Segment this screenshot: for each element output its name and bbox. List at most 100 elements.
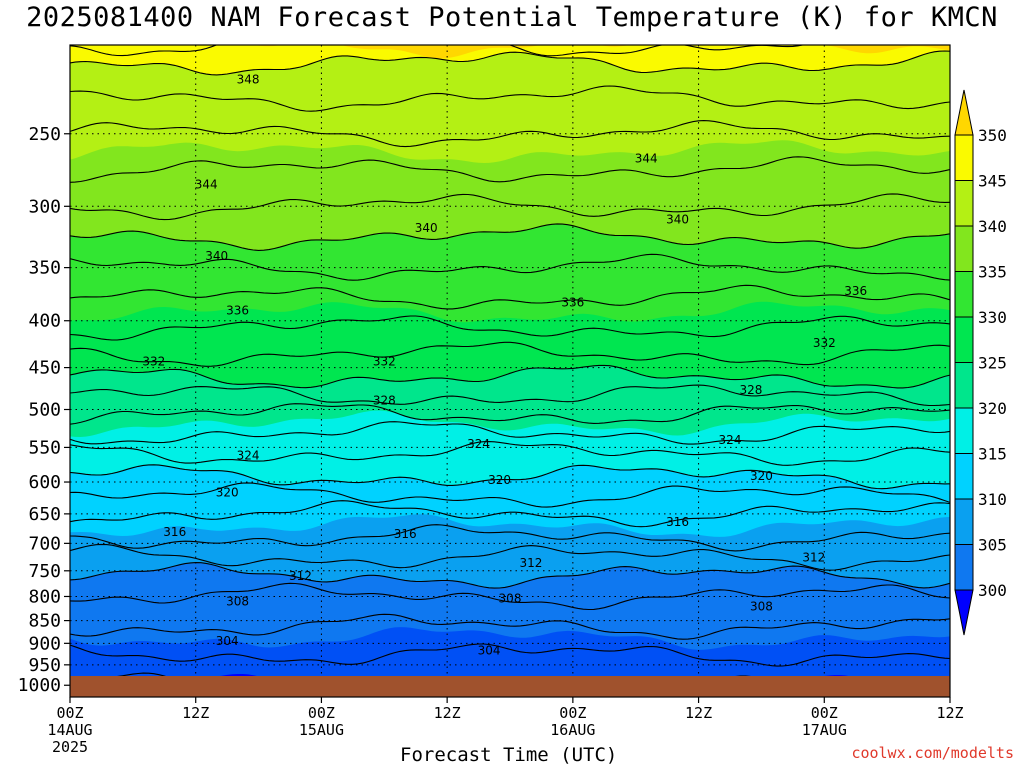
contour-label-text: 316 bbox=[163, 525, 186, 539]
contour-label-text: 332 bbox=[373, 354, 396, 368]
colorbar-box bbox=[954, 271, 974, 318]
colorbar-tick-label: 350 bbox=[978, 126, 1007, 145]
x-tick-label: 12Z bbox=[182, 704, 209, 722]
isentrope-336 bbox=[70, 284, 950, 310]
contour-label-text: 316 bbox=[394, 527, 417, 541]
plot-frame bbox=[69, 44, 951, 698]
y-tick-label: 250 bbox=[28, 124, 61, 145]
isentrope-326 bbox=[70, 403, 950, 425]
contour-label: 348 bbox=[237, 72, 260, 86]
contour-label-text: 312 bbox=[289, 569, 312, 583]
contour-label-text: 348 bbox=[237, 72, 260, 86]
contour-label-text: 320 bbox=[750, 469, 773, 483]
x-tick-year: 2025 bbox=[52, 738, 88, 756]
isentrope-344 bbox=[70, 156, 950, 183]
contour-label: 316 bbox=[666, 515, 689, 529]
colorbar-box bbox=[954, 316, 974, 363]
contour-label: 328 bbox=[739, 383, 762, 397]
x-tick-label: 12Z bbox=[685, 704, 712, 722]
contour-label: 308 bbox=[226, 594, 249, 608]
isentrope-322 bbox=[70, 441, 950, 466]
colorbar-tick-label: 335 bbox=[978, 263, 1007, 282]
x-tick-label: 00Z bbox=[308, 704, 335, 722]
y-tick-label: 300 bbox=[28, 196, 61, 217]
contour-label-text: 336 bbox=[226, 304, 249, 318]
contour-label-text: 320 bbox=[216, 486, 239, 500]
contour-label-text: 308 bbox=[226, 594, 249, 608]
y-tick-label: 650 bbox=[28, 504, 61, 525]
x-tick-date: 15AUG bbox=[299, 721, 344, 739]
x-tick-date: 17AUG bbox=[802, 721, 847, 739]
contour-label: 320 bbox=[488, 473, 511, 487]
y-tick-label: 600 bbox=[28, 472, 61, 493]
colorbar-box bbox=[954, 498, 974, 545]
isentrope-316 bbox=[70, 500, 950, 528]
isentrope-334 bbox=[70, 315, 950, 341]
contour-label: 340 bbox=[415, 221, 438, 235]
contour-label: 344 bbox=[635, 151, 658, 165]
colorbar: 350 345 340 335 330 325 320 315 310 305 300 bbox=[954, 89, 1007, 636]
contour-label: 340 bbox=[666, 212, 689, 226]
y-tick-label: 850 bbox=[28, 611, 61, 632]
colorbar-tick-label: 310 bbox=[978, 490, 1007, 509]
isentrope-348 bbox=[70, 85, 950, 112]
contour-label: 316 bbox=[163, 525, 186, 539]
x-tick-label: 12Z bbox=[434, 704, 461, 722]
y-tick-label: 950 bbox=[28, 655, 61, 676]
y-tick-label: 400 bbox=[28, 311, 61, 332]
contour-label-text: 336 bbox=[844, 284, 867, 298]
contour-label-text: 332 bbox=[142, 354, 165, 368]
x-tick-date: 16AUG bbox=[550, 721, 595, 739]
y-tick-label: 750 bbox=[28, 561, 61, 582]
contour-label-text: 336 bbox=[561, 295, 584, 309]
colorbar-box bbox=[954, 407, 974, 454]
isentrope-318 bbox=[70, 482, 950, 508]
contour-label-text: 324 bbox=[237, 448, 260, 462]
contour-label: 332 bbox=[142, 354, 165, 368]
colorbar-box bbox=[954, 362, 974, 409]
x-axis-title: Forecast Time (UTC) bbox=[400, 744, 618, 766]
contour-label: 320 bbox=[750, 469, 773, 483]
contour-label-text: 304 bbox=[478, 643, 501, 657]
contour-label: 312 bbox=[802, 550, 825, 564]
isentrope-324 bbox=[70, 421, 950, 445]
isentrope-308 bbox=[70, 582, 950, 611]
x-tick-label: 12Z bbox=[936, 704, 963, 722]
contour-label: 336 bbox=[561, 295, 584, 309]
contour-label-text: 340 bbox=[415, 221, 438, 235]
isentrope-350 bbox=[70, 50, 950, 76]
isentrope-330 bbox=[70, 364, 950, 389]
contour-label-text: 324 bbox=[719, 433, 742, 447]
contour-label-text: 320 bbox=[488, 473, 511, 487]
colorbar-box bbox=[954, 180, 974, 227]
y-tick-label: 900 bbox=[28, 633, 61, 654]
colorbar-tick-label: 300 bbox=[978, 581, 1007, 600]
contour-label: 316 bbox=[394, 527, 417, 541]
colorbar-tick-label: 330 bbox=[978, 308, 1007, 327]
y-tick-label: 550 bbox=[28, 437, 61, 458]
x-tick-label: 00Z bbox=[559, 704, 586, 722]
colorbar-box bbox=[954, 225, 974, 272]
colorbar-tick-label: 340 bbox=[978, 217, 1007, 236]
isentrope-332 bbox=[70, 341, 950, 367]
y-tick-label: 350 bbox=[28, 258, 61, 279]
contour-label-text: 316 bbox=[666, 515, 689, 529]
grid-lines bbox=[69, 45, 951, 697]
y-tick-label: 700 bbox=[28, 533, 61, 554]
x-tick-label: 00Z bbox=[56, 704, 83, 722]
x-tick-label: 00Z bbox=[811, 704, 838, 722]
contour-label-text: 304 bbox=[216, 634, 239, 648]
y-tick-label: 450 bbox=[28, 358, 61, 379]
x-tick-date: 14AUG bbox=[47, 721, 92, 739]
contour-label-text: 324 bbox=[467, 437, 490, 451]
contour-label: 308 bbox=[499, 591, 522, 605]
isentrope-312 bbox=[70, 543, 950, 571]
contour-label-text: 312 bbox=[802, 550, 825, 564]
colorbar-tick-label: 305 bbox=[978, 536, 1007, 555]
ground-surface bbox=[70, 676, 950, 697]
watermark: coolwx.com/modelts bbox=[851, 744, 1014, 762]
contour-label: 304 bbox=[216, 634, 239, 648]
colorbar-tick-label: 345 bbox=[978, 172, 1007, 191]
isentrope-338 bbox=[70, 253, 950, 281]
isentrope-304 bbox=[70, 643, 950, 667]
